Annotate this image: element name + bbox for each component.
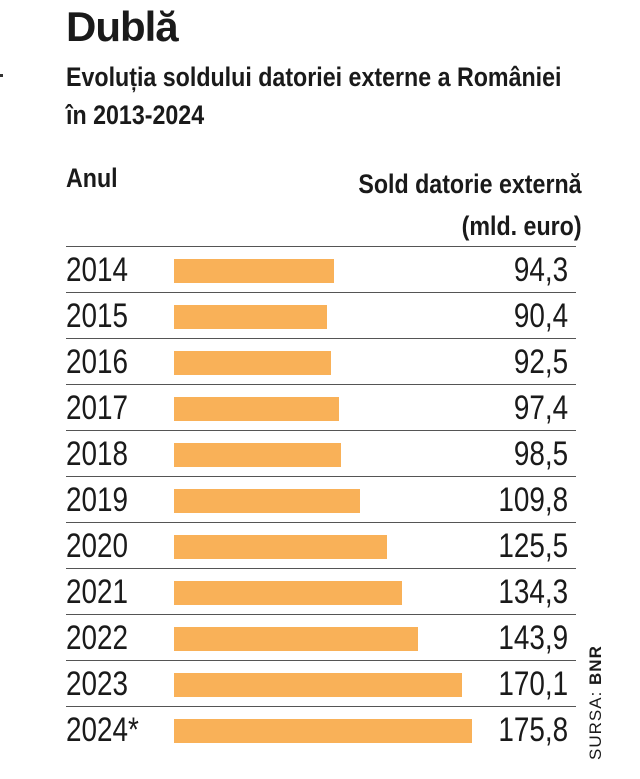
chart-row: 2023 170,1 xyxy=(66,660,576,706)
bullet-dot xyxy=(0,74,3,77)
chart-title: Dublă xyxy=(66,3,179,50)
bar xyxy=(174,443,341,467)
chart-row: 2024* 175,8 xyxy=(66,706,576,752)
bar xyxy=(174,351,331,375)
year-label: 2014 xyxy=(66,251,129,289)
chart-row: 2022 143,9 xyxy=(66,614,576,660)
year-label: 2018 xyxy=(66,435,129,473)
bar xyxy=(174,259,334,283)
year-label: 2022 xyxy=(66,619,129,657)
source-prefix: SURSA: xyxy=(586,684,605,760)
value-label: 97,4 xyxy=(513,389,568,427)
chart-row: 2021 134,3 xyxy=(66,568,576,614)
bar xyxy=(174,397,340,421)
bar xyxy=(174,673,463,697)
year-label: 2017 xyxy=(66,389,129,427)
chart-row: 2020 125,5 xyxy=(66,522,576,568)
chart-rows: 2014 94,3 2015 90,4 2016 92,5 2017 97,4 2018 98,5… xyxy=(66,246,576,752)
year-label: 2019 xyxy=(66,481,129,519)
value-label: 125,5 xyxy=(498,527,568,565)
chart-row: 2016 92,5 xyxy=(66,338,576,384)
source-name: BNR xyxy=(586,645,605,685)
value-header-line2: (mld. euro) xyxy=(462,211,582,241)
year-label: 2015 xyxy=(66,297,129,335)
year-label: 2020 xyxy=(66,527,129,565)
value-label: 94,3 xyxy=(513,251,568,289)
bar xyxy=(174,627,418,651)
year-label: 2023 xyxy=(66,665,129,703)
bar xyxy=(174,489,361,513)
value-label: 109,8 xyxy=(498,481,568,519)
year-label: 2024* xyxy=(66,711,139,749)
chart-row: 2015 90,4 xyxy=(66,292,576,338)
value-label: 90,4 xyxy=(513,297,568,335)
year-label: 2021 xyxy=(66,573,129,611)
bar xyxy=(174,535,387,559)
value-label: 143,9 xyxy=(498,619,568,657)
year-column-header: Anul xyxy=(66,163,118,193)
bar xyxy=(174,581,402,605)
bar xyxy=(174,719,472,743)
bar xyxy=(174,305,328,329)
year-label: 2016 xyxy=(66,343,129,381)
source-note: SURSA: BNR xyxy=(586,645,606,760)
value-label: 98,5 xyxy=(513,435,568,473)
value-label: 175,8 xyxy=(498,711,568,749)
chart-row: 2014 94,3 xyxy=(66,246,576,292)
value-label: 170,1 xyxy=(498,665,568,703)
chart-row: 2018 98,5 xyxy=(66,430,576,476)
value-label: 92,5 xyxy=(513,343,568,381)
value-header-line1: Sold datorie externă xyxy=(358,169,582,199)
value-label: 134,3 xyxy=(498,573,568,611)
chart-row: 2017 97,4 xyxy=(66,384,576,430)
value-column-header: Sold datorie externă (mld. euro) xyxy=(359,163,582,247)
chart-subtitle: Evoluția soldului datoriei externe a Rom… xyxy=(66,62,562,130)
chart-row: 2019 109,8 xyxy=(66,476,576,522)
